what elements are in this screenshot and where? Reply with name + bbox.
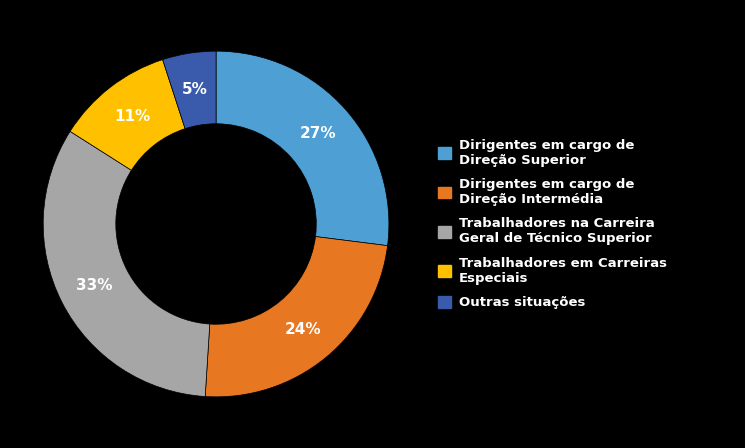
Wedge shape — [162, 51, 216, 129]
Wedge shape — [216, 51, 389, 246]
Wedge shape — [205, 237, 387, 397]
Text: 27%: 27% — [300, 126, 337, 141]
Text: 5%: 5% — [182, 82, 208, 97]
Legend: Dirigentes em cargo de
Direção Superior, Dirigentes em cargo de
Direção Interméd: Dirigentes em cargo de Direção Superior,… — [431, 132, 673, 316]
Text: 33%: 33% — [76, 279, 112, 293]
Text: 11%: 11% — [114, 108, 150, 124]
Wedge shape — [70, 60, 185, 170]
Wedge shape — [43, 131, 210, 396]
Text: 24%: 24% — [285, 322, 321, 337]
